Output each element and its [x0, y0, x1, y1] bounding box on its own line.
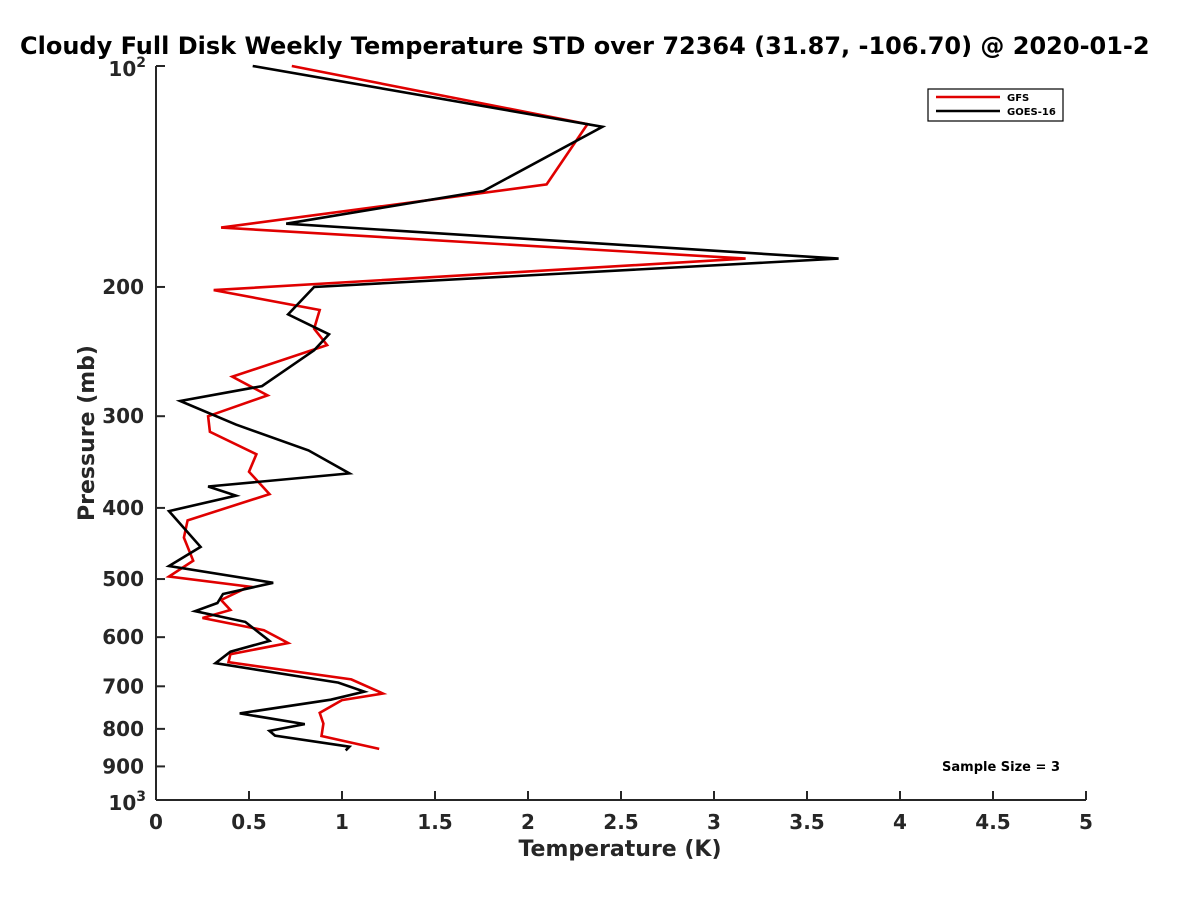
- legend-box: [927, 88, 1064, 122]
- y-tick-label-top: 102: [108, 55, 146, 81]
- y-tick-label: 900: [102, 754, 144, 778]
- x-tick-label: 0: [149, 810, 163, 834]
- y-tick-label: 400: [102, 496, 144, 520]
- x-tick-label: 2: [521, 810, 535, 834]
- x-tick-label: 1.5: [417, 810, 452, 834]
- x-tick-label: 1: [335, 810, 349, 834]
- series-lines: [165, 64, 839, 752]
- legend: GFS GOES-16: [927, 88, 1064, 122]
- sample-size-annotation: Sample Size = 3: [942, 760, 1060, 775]
- y-tick-label-bottom: 103: [108, 789, 146, 815]
- x-tick-label: 0.5: [231, 810, 266, 834]
- y-tick-label: 300: [102, 404, 144, 428]
- x-ticks: 0 0.5 1 1.5 2 2.5 3 3.5 4 4.5 5: [149, 791, 1093, 834]
- y-tick-label: 800: [102, 717, 144, 741]
- y-tick-label: 200: [102, 275, 144, 299]
- y-tick-label: 500: [102, 567, 144, 591]
- series-line-goes16: [165, 64, 839, 752]
- y-axis-label: Pressure (mb): [75, 345, 100, 521]
- legend-label-gfs: GFS: [1007, 93, 1029, 104]
- x-tick-label: 5: [1079, 810, 1093, 834]
- chart-title: Cloudy Full Disk Weekly Temperature STD …: [20, 32, 1150, 60]
- y-tick-label: 600: [102, 625, 144, 649]
- series-line-gfs: [165, 64, 746, 751]
- y-tick-label: 700: [102, 674, 144, 698]
- legend-label-goes16: GOES-16: [1007, 107, 1056, 118]
- y-ticks: 200 300 400 500 600 700 800 900 102 103: [102, 55, 165, 815]
- x-tick-label: 4: [893, 810, 907, 834]
- x-tick-label: 4.5: [975, 810, 1010, 834]
- x-tick-label: 2.5: [603, 810, 638, 834]
- x-axis-label: Temperature (K): [518, 837, 721, 862]
- x-tick-label: 3: [707, 810, 721, 834]
- x-tick-label: 3.5: [789, 810, 824, 834]
